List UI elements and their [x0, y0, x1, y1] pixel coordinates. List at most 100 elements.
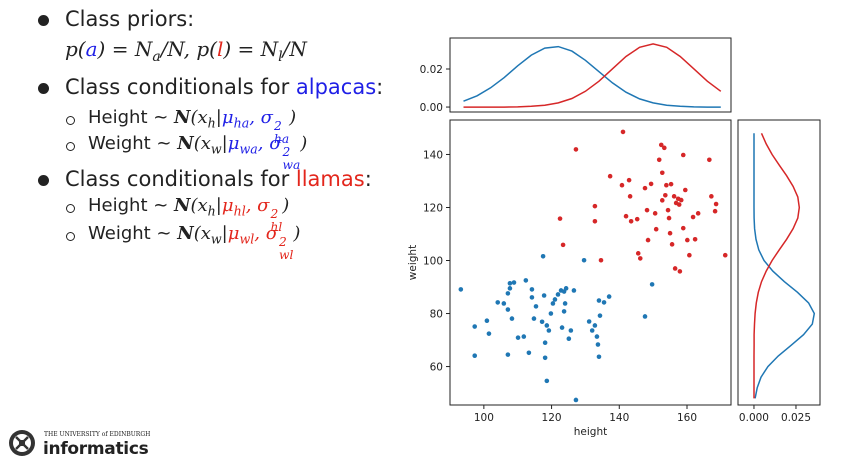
text: :	[376, 75, 384, 99]
point	[659, 170, 665, 176]
point	[486, 331, 492, 336]
math-text: , σ	[249, 107, 273, 128]
chart-line: 0.00 0.02	[420, 37, 732, 114]
point	[531, 316, 537, 321]
text: Weight ~	[88, 133, 178, 154]
point	[659, 198, 665, 203]
chart-line: 0.000 0.025	[737, 119, 821, 424]
text: Class priors:	[65, 7, 195, 31]
bullet-text: Weight ~ N(xw|μwl, σ 2 wl)	[88, 225, 300, 261]
point	[595, 342, 601, 347]
math-text: )	[300, 133, 308, 154]
math-text: ha	[233, 115, 250, 131]
math-text: μ	[227, 223, 240, 244]
logo-university: THE UNIVERSITY of EDINBURGH	[44, 431, 151, 438]
math-text: |	[221, 133, 228, 154]
point	[620, 129, 626, 135]
math-text: μ	[221, 107, 234, 128]
point	[666, 215, 672, 221]
text: Class conditionals for	[65, 75, 296, 99]
point	[687, 252, 692, 258]
point	[581, 257, 587, 263]
math-stack: 2 hl	[270, 207, 283, 234]
point	[472, 353, 478, 358]
point	[667, 230, 673, 236]
point	[680, 152, 686, 158]
point	[690, 214, 696, 220]
point	[529, 295, 535, 300]
point	[601, 300, 607, 305]
logo-crest	[9, 430, 35, 456]
point	[541, 293, 547, 298]
math-text: (x	[193, 133, 211, 154]
y-axis-label: weight	[407, 245, 419, 280]
math-text: (x	[190, 107, 208, 128]
point	[635, 251, 641, 256]
math-text: (x	[193, 223, 211, 244]
point	[529, 287, 535, 292]
point	[539, 319, 545, 325]
x-tick-label: 140	[609, 412, 629, 424]
point	[548, 311, 554, 316]
math-text: N	[174, 195, 191, 216]
math-text: w	[210, 141, 222, 157]
point	[682, 187, 688, 193]
point	[546, 328, 552, 333]
math-sup: 2	[282, 144, 291, 159]
point	[678, 197, 684, 203]
point	[552, 297, 558, 302]
bullet	[66, 204, 75, 213]
bullet	[66, 116, 75, 125]
point	[458, 287, 464, 292]
point	[628, 218, 634, 224]
math-text: ) = N	[97, 37, 153, 61]
point	[509, 316, 515, 321]
math-text: hl	[233, 203, 246, 219]
point	[592, 203, 598, 209]
point	[645, 237, 651, 243]
point	[597, 313, 603, 318]
math-text: wl	[239, 231, 255, 247]
x-axis-label: height	[574, 426, 607, 438]
plot-frame	[737, 119, 821, 406]
bullet	[38, 175, 49, 186]
point	[626, 177, 632, 183]
x-tick-label: 0.000	[739, 412, 769, 424]
point	[709, 194, 714, 199]
point	[598, 257, 604, 263]
bullet-text: Class conditionals for llamas:	[65, 169, 372, 190]
point	[676, 202, 682, 207]
bullet-text: Class conditionals for alpacas:	[65, 77, 383, 98]
math-text: l	[278, 48, 283, 65]
point	[544, 323, 550, 328]
point	[505, 352, 511, 357]
point	[606, 294, 612, 299]
point	[571, 288, 577, 293]
y-tick-label: 60	[430, 362, 443, 374]
math-sub: hl	[270, 219, 283, 234]
y-tick-label: 120	[423, 202, 443, 214]
math-text: |	[215, 195, 222, 216]
point	[663, 192, 668, 198]
point	[668, 181, 674, 187]
point	[573, 147, 579, 152]
logo-school: informatics	[43, 439, 149, 459]
bullet-text: Height ~ N(xh|μhl, σ 2 hl)	[88, 197, 289, 233]
x-tick-label: 0.025	[781, 412, 811, 424]
math-text: , σ	[245, 195, 270, 216]
point	[550, 301, 556, 306]
bullet	[38, 83, 49, 94]
point	[544, 378, 550, 384]
math-sup: 2	[273, 118, 282, 133]
bullet	[66, 232, 75, 241]
math-text: h	[207, 115, 216, 131]
point	[671, 194, 677, 199]
plot-frame	[449, 119, 732, 406]
math-text: w	[210, 231, 222, 247]
point	[637, 256, 643, 261]
math-text: /N	[282, 37, 307, 61]
math-text: |	[215, 107, 222, 128]
point	[563, 286, 569, 291]
text: Class conditionals for	[65, 167, 296, 191]
